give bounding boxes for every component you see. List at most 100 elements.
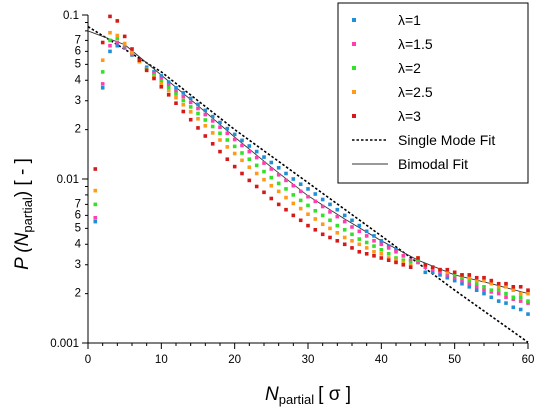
data-point-series-2	[203, 112, 208, 117]
legend-label-series-5: λ=3	[398, 108, 421, 124]
data-point-series-5	[93, 167, 98, 171]
data-point-series-1	[159, 74, 164, 78]
data-point-series-1	[210, 114, 215, 119]
data-point-series-2	[504, 295, 508, 300]
x-tick-label: 0	[85, 354, 91, 366]
data-point-series-2	[254, 155, 259, 160]
data-point-series-2	[159, 76, 164, 81]
data-point-series-4	[159, 82, 164, 86]
data-point-series-1	[394, 248, 398, 252]
legend-marker-series-5	[352, 114, 356, 118]
x-tick-label: 40	[375, 354, 388, 366]
data-point-series-1	[108, 49, 112, 54]
legend-label-series-1: λ=1	[398, 12, 421, 28]
data-point-series-3	[181, 98, 186, 103]
data-point-series-3	[298, 198, 303, 203]
x-tick-label: 60	[522, 354, 535, 366]
data-point-series-3	[210, 124, 215, 129]
legend: λ=1 λ=1.5 λ=2 λ=2.5 λ=3 Single Mode Fit Bimoda…	[337, 2, 529, 184]
data-point-series-3	[247, 157, 252, 161]
data-point-series-4	[445, 270, 450, 275]
data-point-series-5	[188, 117, 193, 122]
data-point-series-1	[423, 270, 428, 275]
data-point-series-5	[313, 228, 318, 232]
data-point-series-2	[430, 267, 435, 272]
data-point-series-3	[408, 260, 413, 265]
data-point-series-1	[313, 192, 318, 196]
data-point-series-2	[181, 94, 186, 99]
data-point-series-1	[350, 218, 354, 223]
data-point-series-5	[196, 126, 200, 130]
data-point-series-2	[357, 229, 362, 234]
data-point-series-3	[203, 118, 208, 122]
data-point-series-3	[357, 237, 362, 241]
data-point-series-1	[467, 285, 472, 289]
data-point-series-2	[115, 40, 120, 45]
data-point-series-5	[240, 171, 244, 176]
data-point-series-5	[328, 235, 332, 240]
data-point-series-4	[93, 188, 98, 193]
x-tick-label: 20	[228, 354, 241, 366]
data-point-series-3	[254, 163, 259, 168]
data-point-series-5	[445, 267, 450, 272]
data-point-series-3	[328, 218, 332, 223]
data-point-series-1	[225, 126, 230, 131]
data-point-series-1	[93, 219, 98, 224]
data-point-series-4	[467, 275, 472, 280]
data-point-series-5	[460, 273, 464, 277]
x-axis-title-main: N	[265, 384, 279, 405]
data-point-series-3	[284, 187, 288, 191]
data-point-series-2	[350, 225, 354, 229]
data-point-series-1	[482, 291, 486, 296]
data-point-series-5	[357, 250, 362, 254]
data-point-series-1	[489, 295, 494, 300]
data-point-series-1	[496, 299, 501, 303]
data-point-series-5	[350, 246, 354, 250]
y-axis-title: P (Npartial) [ - ]	[12, 158, 35, 270]
data-point-series-1	[452, 278, 457, 283]
data-point-series-5	[284, 207, 288, 212]
data-point-series-3	[379, 248, 384, 252]
data-point-series-2	[408, 258, 413, 262]
data-point-series-5	[379, 256, 384, 260]
data-point-series-3	[159, 79, 164, 83]
data-point-series-5	[394, 260, 398, 265]
data-point-series-1	[188, 96, 193, 101]
data-point-series-3	[313, 209, 318, 213]
data-point-series-5	[203, 134, 208, 138]
data-point-series-1	[284, 171, 288, 176]
y-minor-tick-label: 6	[75, 45, 81, 57]
legend-label-bimodal-fit: Bimodal Fit	[398, 156, 468, 172]
data-point-series-5	[416, 256, 420, 260]
data-point-series-4	[489, 281, 494, 286]
data-point-series-3	[504, 291, 508, 296]
data-point-series-3	[496, 288, 501, 292]
data-point-series-4	[298, 206, 303, 211]
data-point-series-4	[335, 231, 340, 235]
data-point-series-5	[174, 101, 178, 105]
data-point-series-1	[240, 138, 244, 143]
data-point-series-4	[372, 250, 376, 254]
legend-label-series-4: λ=2.5	[398, 84, 433, 100]
data-point-series-5	[291, 213, 296, 218]
data-point-series-1	[269, 160, 274, 165]
data-point-series-5	[181, 109, 186, 114]
data-point-series-3	[225, 138, 230, 142]
single-mode-fit-line	[87, 25, 529, 343]
data-point-series-3	[196, 111, 200, 116]
data-point-series-2	[320, 204, 325, 209]
data-point-series-4	[196, 117, 200, 121]
legend-marker-series-4	[352, 90, 356, 94]
data-point-series-2	[452, 275, 457, 280]
data-point-series-3	[489, 288, 494, 292]
data-point-series-2	[313, 199, 318, 204]
data-point-series-1	[460, 281, 464, 286]
data-point-series-4	[496, 285, 501, 289]
legend-box	[337, 2, 529, 184]
data-point-series-1	[181, 91, 186, 95]
data-point-series-4	[100, 58, 105, 62]
data-point-series-2	[108, 43, 112, 48]
data-point-series-4	[364, 246, 369, 250]
data-point-series-4	[284, 195, 288, 200]
data-point-series-4	[526, 291, 530, 296]
